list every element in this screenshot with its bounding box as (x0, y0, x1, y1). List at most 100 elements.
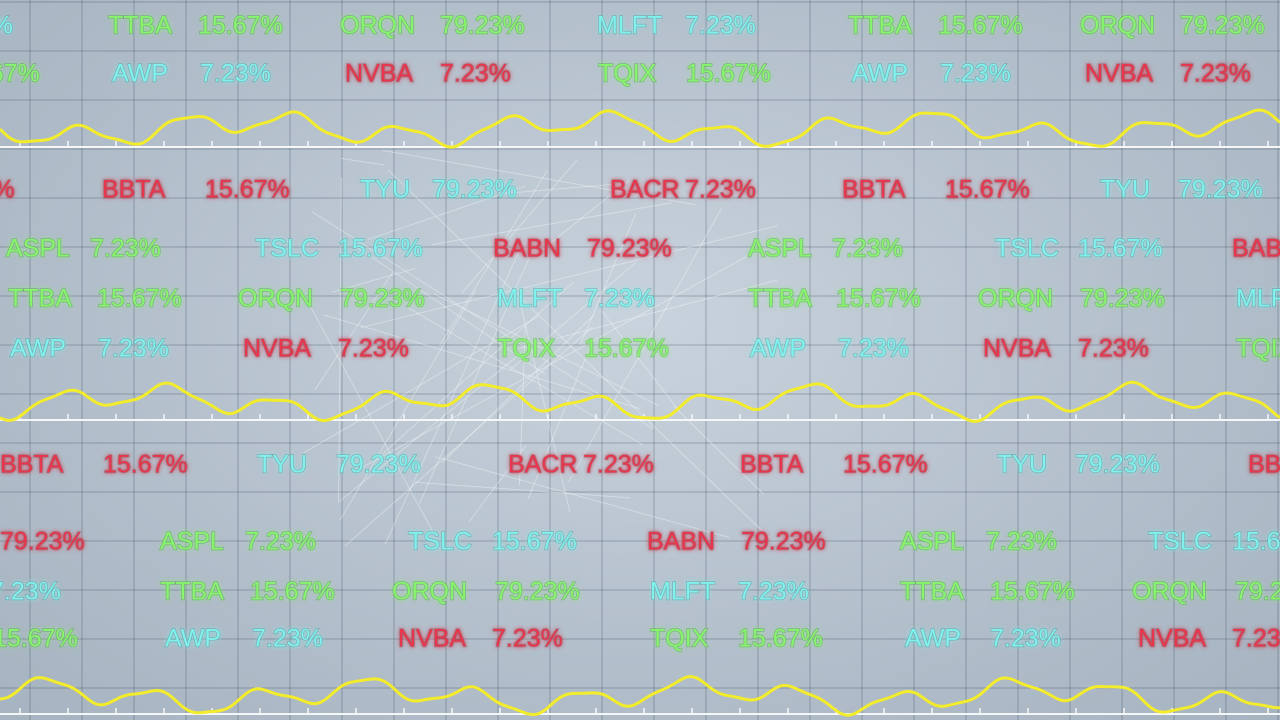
wireframe (519, 279, 778, 349)
ticker-change: 15.67% (836, 285, 921, 313)
ticker-change: 7.23% (0, 12, 13, 40)
ticker-symbol: NVBA (398, 625, 466, 653)
ticker-symbol: ORQN (340, 12, 415, 40)
wireframe (433, 293, 659, 407)
ticker-symbol: ORQN (978, 285, 1053, 313)
ticker-change: 7.23% (1180, 60, 1251, 88)
ticker-row: BBTA 15.67% TYU 79.23% BACR 7.23% BBTA 15.67% TY… (0, 450, 1280, 480)
wireframe (384, 242, 524, 545)
ticker-symbol: NVBA (243, 335, 311, 363)
ticker-change: 15.67% (103, 451, 188, 479)
ticker-change: 15.67% (843, 451, 928, 479)
wireframe (303, 293, 434, 533)
ticker-change: 15.67% (0, 625, 78, 653)
ticker-symbol: NVBA (345, 60, 413, 88)
ticker-change: 15.67% (1078, 235, 1163, 263)
ticker-change: 15.67% (738, 625, 823, 653)
ticker-symbol: BABN (647, 528, 715, 556)
ticker-symbol: AWP (165, 625, 221, 653)
ticker-symbol: TYU (997, 451, 1047, 479)
ticker-change: 7.23% (838, 335, 909, 363)
ticker-change: 7.23% (685, 12, 756, 40)
ticker-change: 7.23% (1078, 335, 1149, 363)
ticker-row: TTBA 15.67% ORQN 79.23% MLFT 7.23% TTBA 15.67% O… (7, 284, 1280, 314)
ticker-change: 79.23% (495, 578, 580, 606)
ticker-change: 15.67% (945, 176, 1030, 204)
ticker-symbol: ASPL (900, 528, 964, 556)
ticker-symbol: BBTA (740, 451, 804, 479)
wireframe (323, 314, 641, 410)
wireframe (568, 207, 723, 483)
ticker-symbol: TYU (360, 176, 410, 204)
ticker-row: AWP 7.23% NVBA 7.23% TQIX 15.67% AWP 7.23% NVBA 7… (9, 334, 1280, 364)
ticker-symbol: MLFT (497, 285, 562, 313)
wireframe (418, 244, 536, 504)
ticker-change: 7.23% (252, 625, 323, 653)
ticker-change: 7.23% (583, 451, 654, 479)
ticker-change: 79.23% (440, 12, 525, 40)
ticker-change: 15.67% (205, 176, 290, 204)
ticker-change: 7.23% (440, 60, 511, 88)
wireframe (387, 169, 770, 539)
ticker-change: 7.23% (990, 625, 1061, 653)
ticker-change: 7.23% (98, 335, 169, 363)
wireframe (339, 289, 477, 521)
ticker-symbol: AWP (852, 60, 908, 88)
wireframe (311, 211, 654, 430)
ticker-row: 7.23% TTBA 15.67% ORQN 79.23% MLFT 7.23% TTBA 15… (0, 11, 1266, 41)
ticker-change: 7.23% (832, 235, 903, 263)
ticker-symbol: NVBA (1085, 60, 1153, 88)
ticker-change: 7.23% (90, 235, 161, 263)
ticker-symbol: TTBA (848, 12, 912, 40)
ticker-symbol: MLFT (650, 578, 715, 606)
ticker-change: 79.23% (1180, 12, 1265, 40)
ticker-change: 15.67% (198, 12, 283, 40)
ticker-change: 79.23% (0, 528, 85, 556)
wireframe (376, 281, 574, 460)
ticker-symbol: ORQN (1080, 12, 1155, 40)
ticker-change: 7.23% (0, 578, 61, 606)
ticker-symbol: TTBA (108, 12, 172, 40)
ticker-symbol: ORQN (392, 578, 467, 606)
ticker-change: 15.67% (97, 285, 182, 313)
ticker-change: 79.23% (1235, 578, 1280, 606)
ticker-symbol: AWP (905, 625, 961, 653)
ticker-symbol: BACR (508, 451, 577, 479)
wireframe (518, 325, 526, 486)
ticker-symbol: TSLC (995, 235, 1059, 263)
wireframe (362, 255, 749, 468)
ticker-change: 79.23% (432, 176, 517, 204)
ticker-symbol: AWP (10, 335, 66, 363)
ticker-symbol: BBTA (0, 451, 64, 479)
ticker-row: 7.23% TTBA 15.67% ORQN 79.23% MLFT 7.23% TTBA 15… (0, 577, 1280, 607)
ticker-symbol: ORQN (1132, 578, 1207, 606)
wireframe (468, 445, 527, 523)
wireframe (331, 267, 416, 293)
ticker-change: 7.23% (738, 578, 809, 606)
ticker-change: 79.23% (1075, 451, 1160, 479)
wireframe (340, 157, 385, 166)
ticker-change: 7.23% (940, 60, 1011, 88)
ticker-symbol: MLFT (597, 12, 662, 40)
wireframe (519, 300, 571, 513)
wireframe (357, 247, 546, 375)
ticker-change: 7.23% (338, 335, 409, 363)
ticker-symbol: ASPL (6, 235, 70, 263)
ticker-symbol: TSLC (255, 235, 319, 263)
ticker-change: 15.67% (492, 528, 577, 556)
ticker-change: 7.23% (245, 528, 316, 556)
wireframe (509, 261, 637, 371)
ticker-change: 15.67% (1232, 528, 1280, 556)
ticker-change: 7.23% (200, 60, 271, 88)
wireframe (414, 481, 631, 499)
wave-line (0, 108, 1280, 149)
ticker-change: 15.67% (686, 60, 771, 88)
wireframe (407, 306, 644, 446)
ticker-change: 79.23% (336, 451, 421, 479)
ticker-change: 15.67% (938, 12, 1023, 40)
ticker-change: 79.23% (741, 528, 826, 556)
ticker-change: 15.67% (0, 60, 40, 88)
ticker-row: 15.67% AWP 7.23% NVBA 7.23% TQIX 15.67% AWP 7.23… (0, 59, 1252, 89)
